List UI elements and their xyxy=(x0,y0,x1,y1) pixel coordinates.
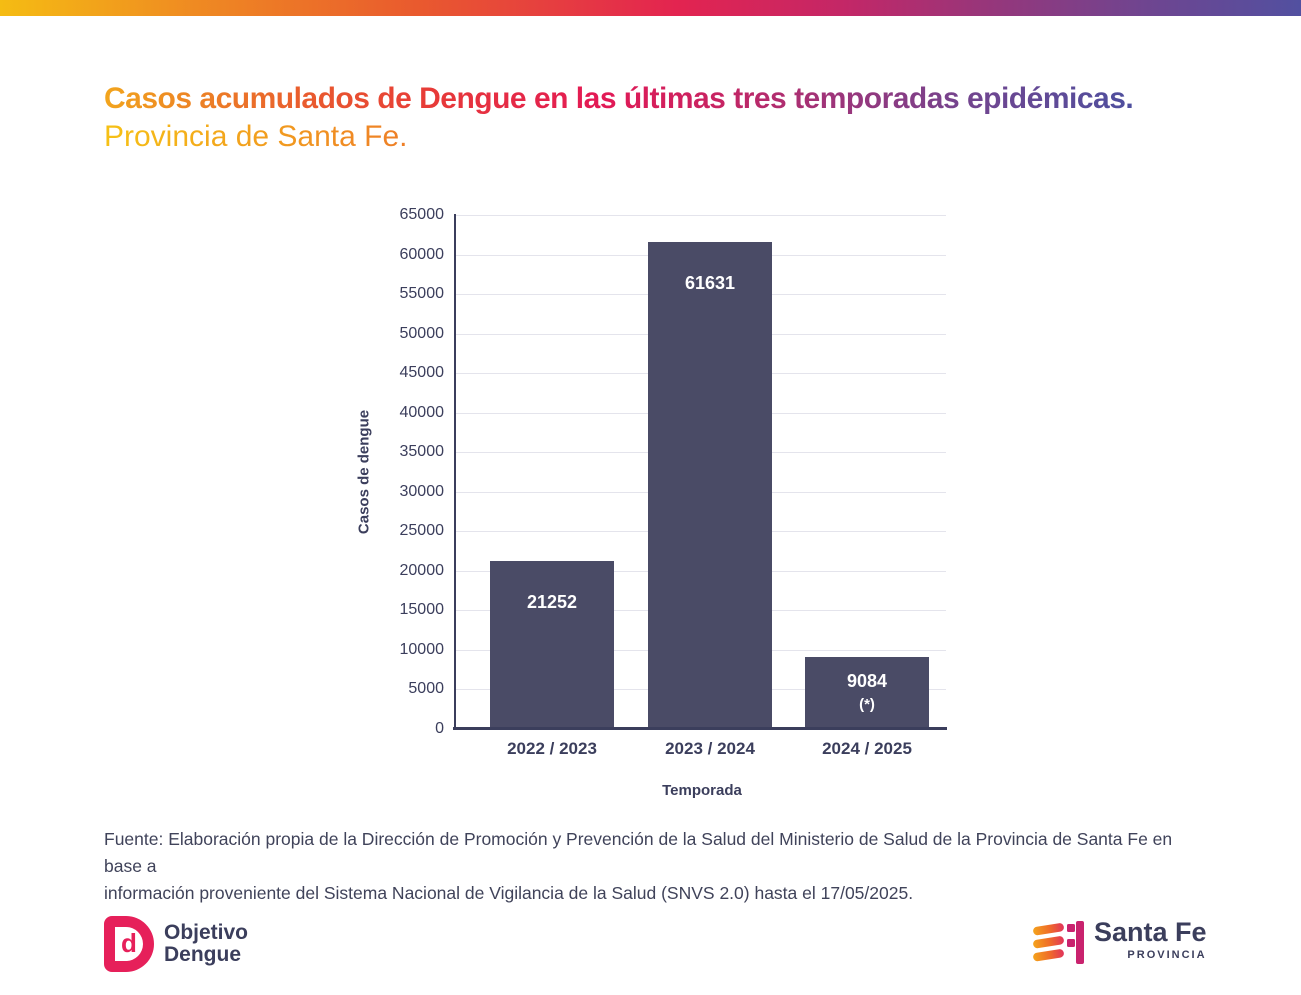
y-axis-line xyxy=(454,214,456,730)
y-tick-label: 35000 xyxy=(399,443,445,461)
page-title: Casos acumulados de Dengue en las última… xyxy=(104,82,1134,115)
y-tick-label: 0 xyxy=(435,720,444,737)
y-axis-title: Casos de dengue xyxy=(355,409,373,535)
y-tick-label: 30000 xyxy=(399,482,445,500)
objetivo-dengue-line2: Dengue xyxy=(164,943,242,966)
y-tick-label: 15000 xyxy=(399,601,445,619)
bar-value-label: 21252 xyxy=(526,592,578,612)
bar: 21252 xyxy=(490,561,614,729)
y-tick-label: 40000 xyxy=(399,403,445,421)
bar: 9084 (*) xyxy=(805,657,929,729)
x-category-label: 2022 / 2023 xyxy=(507,739,597,758)
bar-note: (*) xyxy=(859,696,875,713)
x-category-label: 2024 / 2025 xyxy=(822,739,912,758)
x-category-label: 2023 / 2024 xyxy=(665,739,755,758)
x-axis-title: Temporada xyxy=(662,782,742,799)
page-subtitle: Provincia de Santa Fe. xyxy=(104,120,408,153)
flag-stripes-icon xyxy=(1033,921,1084,964)
y-tick-label: 65000 xyxy=(399,206,445,223)
y-tick-label: 10000 xyxy=(399,640,445,658)
bar-value-label: 9084 (*) xyxy=(805,670,929,716)
d-monogram-letter: d xyxy=(121,928,137,958)
x-axis-line xyxy=(453,727,947,730)
y-tick-label: 45000 xyxy=(399,364,445,382)
santa-fe-name: Santa Fe xyxy=(1094,917,1207,947)
santa-fe-wordmark: Santa Fe PROVINCIA xyxy=(1094,918,1207,961)
y-tick-label: 50000 xyxy=(399,324,445,342)
y-tick-label: 25000 xyxy=(399,522,445,540)
y-tick-label: 55000 xyxy=(399,285,445,303)
top-gradient-bar xyxy=(0,0,1301,16)
source-text: Fuente: Elaboración propia de la Direcci… xyxy=(104,829,1173,903)
y-tick-label: 5000 xyxy=(408,680,444,698)
objetivo-dengue-line1: Objetivo xyxy=(164,921,249,944)
bar: 61631 xyxy=(648,242,772,729)
y-tick-label: 60000 xyxy=(399,245,445,263)
y-tick-label: 20000 xyxy=(399,561,445,579)
gridline xyxy=(455,215,946,216)
provincia-label: PROVINCIA xyxy=(1127,949,1207,961)
santa-fe-logo: Santa Fe PROVINCIA xyxy=(1032,918,1207,966)
objetivo-dengue-wordmark: Objetivo Dengue xyxy=(164,922,248,966)
d-monogram-icon: d xyxy=(104,916,154,972)
bar-value-label: 61631 xyxy=(684,273,736,293)
objetivo-dengue-logo: d Objetivo Dengue xyxy=(104,916,248,972)
